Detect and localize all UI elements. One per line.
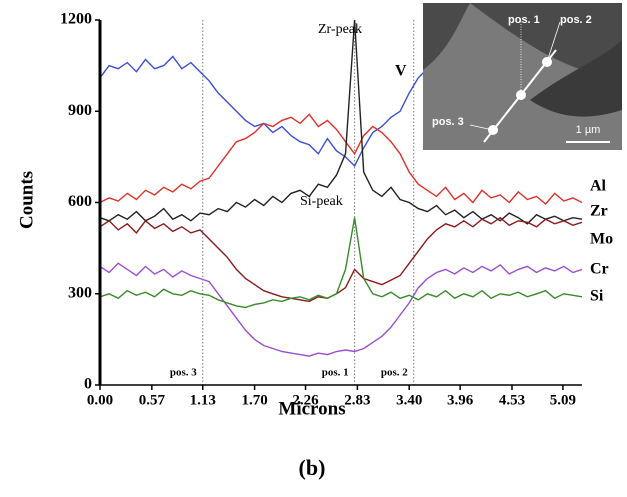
series-label: Al [590, 178, 607, 195]
series-line [99, 113, 583, 205]
y-tick-label: 300 [68, 284, 92, 301]
x-tick-label: 3.40 [396, 392, 422, 408]
series-label: Si [590, 288, 604, 305]
x-tick-label: 2.26 [292, 392, 319, 408]
x-tick-label: 1.13 [190, 392, 216, 408]
leader [546, 21, 561, 63]
y-axis-label: Counts [16, 171, 37, 229]
inset: pos. 1 pos. 2 pos. 3 1 µm [423, 3, 622, 150]
x-tick-label: 0.57 [139, 392, 166, 408]
leader [469, 124, 494, 131]
inset-label: pos. 1 [508, 14, 540, 26]
x-tick-label: 0.00 [87, 392, 113, 408]
position-label: pos. 3 [170, 367, 197, 379]
caption: (b) [299, 455, 326, 480]
x-axis-label: Microns [278, 398, 345, 419]
x-tick-label: 2.83 [344, 392, 370, 408]
series-line [99, 216, 583, 303]
series-line [99, 217, 583, 309]
annotation: Zr-peak [318, 22, 362, 37]
x-tick-label: 3.96 [447, 392, 474, 408]
position-label: pos. 2 [381, 367, 408, 379]
position-label: pos. 1 [322, 367, 349, 379]
y-tick-label: 1200 [60, 11, 92, 28]
inset-label: pos. 3 [432, 116, 464, 128]
inset-label: pos. 2 [560, 14, 592, 26]
y-tick-label: 0 [84, 376, 92, 393]
y-tick-label: 600 [68, 193, 92, 210]
series-line [99, 262, 583, 357]
x-tick-label: 5.09 [550, 392, 576, 408]
inset-grain2 [530, 40, 622, 117]
x-tick-label: 1.70 [241, 392, 267, 408]
x-tick-label: 4.53 [499, 392, 525, 408]
y-tick-label: 900 [68, 102, 92, 119]
series-label: V [395, 63, 407, 80]
series-label: Mo [590, 231, 613, 248]
inset-label: 1 µm [576, 124, 601, 136]
series-label: Cr [590, 261, 609, 278]
series-label: Zr [590, 203, 608, 220]
annotation: Si-peak [300, 194, 343, 209]
